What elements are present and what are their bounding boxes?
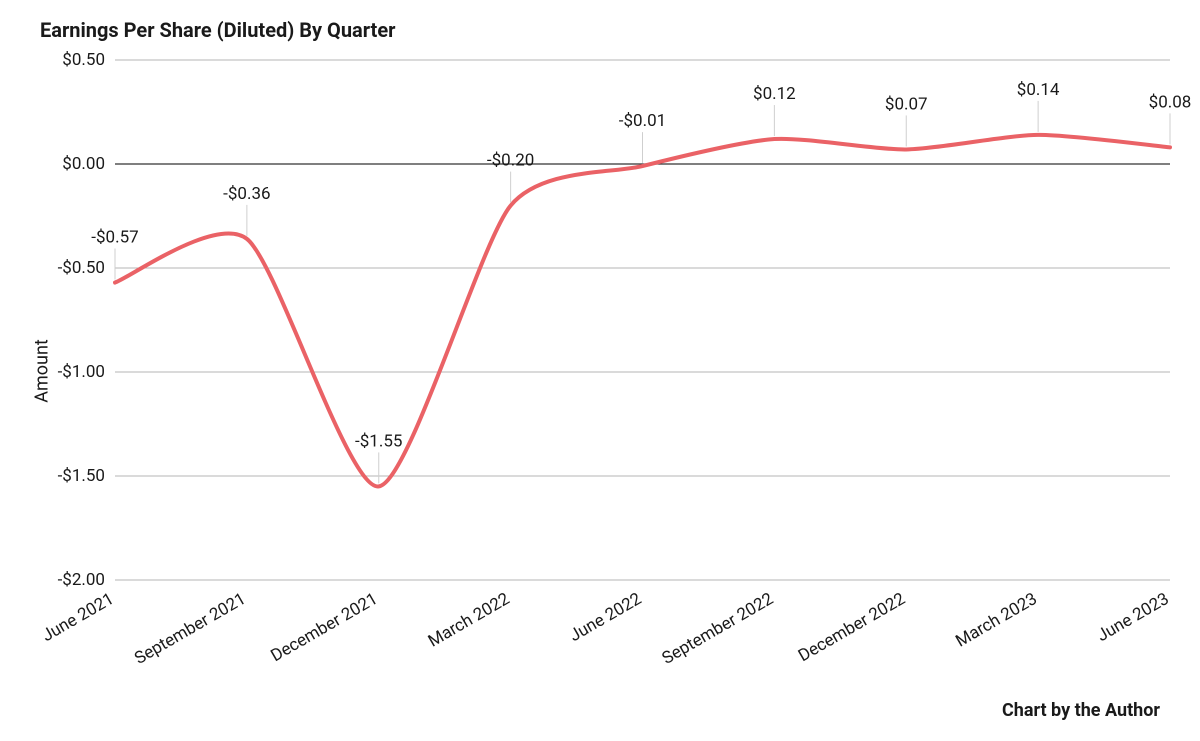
x-tick-label: September 2022 bbox=[659, 589, 777, 669]
data-label: $0.12 bbox=[753, 84, 796, 104]
data-label: -$0.57 bbox=[91, 228, 138, 248]
svg-text:$0.50: $0.50 bbox=[62, 50, 105, 70]
svg-text:$0.00: $0.00 bbox=[62, 154, 105, 174]
x-tick-label: June 2022 bbox=[566, 589, 645, 646]
x-tick-label: September 2021 bbox=[131, 589, 249, 669]
eps-chart: Earnings Per Share (Diluted) By Quarter … bbox=[0, 0, 1200, 741]
chart-credit: Chart by the Author bbox=[1002, 700, 1160, 721]
data-label: -$0.01 bbox=[619, 111, 666, 131]
x-tick-label: March 2022 bbox=[425, 589, 513, 652]
chart-svg: -$2.00 -$1.50 -$1.00 -$0.50 $0.00 $0.50 June 2… bbox=[0, 0, 1200, 741]
data-label: -$1.55 bbox=[355, 431, 402, 451]
data-label: $0.08 bbox=[1149, 92, 1192, 112]
data-label: -$0.20 bbox=[487, 151, 534, 171]
svg-text:-$1.00: -$1.00 bbox=[58, 362, 105, 382]
x-tick-label: December 2022 bbox=[795, 589, 909, 666]
x-tick-label: December 2021 bbox=[268, 589, 382, 666]
eps-line bbox=[115, 135, 1170, 487]
data-label: $0.14 bbox=[1017, 80, 1060, 100]
x-tick-label: March 2023 bbox=[952, 589, 1040, 652]
svg-text:-$0.50: -$0.50 bbox=[58, 258, 105, 278]
data-label: -$0.36 bbox=[223, 184, 270, 204]
x-tick-label: June 2023 bbox=[1094, 589, 1173, 646]
svg-text:-$1.50: -$1.50 bbox=[58, 466, 105, 486]
svg-text:-$2.00: -$2.00 bbox=[58, 570, 105, 590]
x-tick-label: June 2021 bbox=[39, 589, 118, 646]
data-label: $0.07 bbox=[885, 94, 928, 114]
